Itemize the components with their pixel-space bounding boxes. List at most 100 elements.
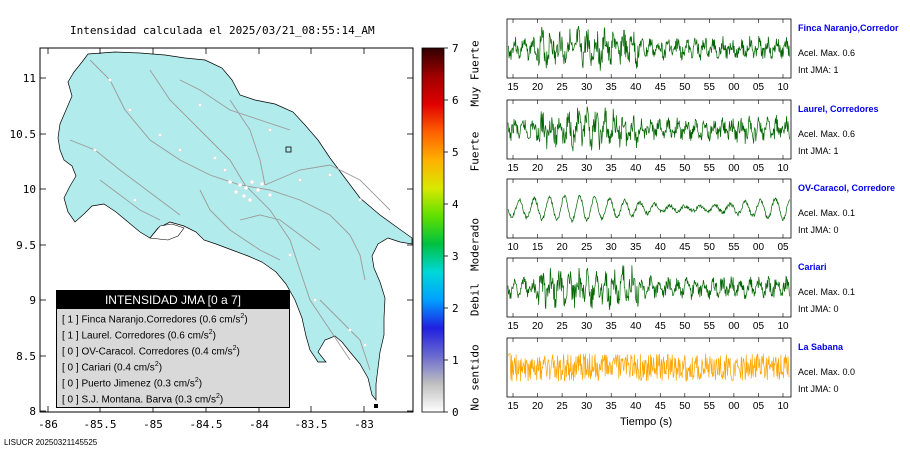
trace-tick: 50	[679, 163, 691, 174]
station-name: Finca Naranjo,Corredor	[798, 23, 899, 33]
station-name: OV-Caracol, Corredore	[798, 183, 896, 193]
map-x-tick: -85.5	[83, 418, 116, 431]
legend-rows: [ 1 ] Finca Naranjo.Corredores (0.6 cm/s…	[57, 309, 289, 405]
trace-tick: 10	[777, 321, 789, 332]
colorbar-gradient	[421, 47, 445, 413]
trace-tick: 30	[581, 401, 593, 412]
colorbar-tick: 1	[452, 354, 459, 367]
land-mass	[57, 51, 413, 401]
legend-row-end: )	[158, 362, 163, 374]
trace-tick: 25	[557, 401, 569, 412]
station-name: La Sabana	[798, 342, 844, 352]
trace-tick: 30	[581, 163, 593, 174]
trace-tick: 50	[679, 401, 691, 412]
trace-tick: 00	[728, 82, 740, 93]
trace-tick: 30	[581, 321, 593, 332]
trace-tick: 40	[630, 163, 642, 174]
trace-tick: 15	[507, 82, 519, 93]
legend-header: INTENSIDAD JMA [0 a 7]	[57, 291, 289, 309]
trace-tick: 20	[532, 321, 544, 332]
legend-row-end: )	[198, 378, 203, 390]
trace-tick: 00	[753, 242, 765, 253]
legend-row-text: [ 0 ] Cariari (0.4 cm/s	[62, 362, 155, 374]
trace-tick: 45	[655, 401, 667, 412]
colorbar-tick: 0	[452, 406, 459, 419]
trace-tick: 20	[532, 163, 544, 174]
trace-tick: 45	[679, 242, 691, 253]
time-axis-label: Tiempo (s)	[620, 416, 673, 428]
station-acel: Acel. Max. 0.6	[798, 129, 856, 139]
legend-row: [ 0 ] Puerto Jimenez (0.3 cm/s2)	[57, 373, 289, 389]
trace-tick: 35	[606, 82, 618, 93]
station-marker-south	[374, 404, 378, 408]
trace-tick: 10	[777, 82, 789, 93]
colorbar-tick: 7	[452, 42, 459, 55]
trace-tick: 00	[728, 401, 740, 412]
trace-tick: 10	[777, 163, 789, 174]
trace-tick: 50	[679, 321, 691, 332]
trace-tick: 00	[728, 321, 740, 332]
trace-tick: 20	[557, 242, 569, 253]
legend-row-sup: 2	[232, 345, 237, 352]
trace-tick: 35	[606, 401, 618, 412]
station-jma: Int JMA: 1	[798, 146, 839, 156]
trace-tick: 55	[704, 163, 716, 174]
colorbar-tick: 5	[452, 146, 459, 159]
map-y-tick: 9.5	[16, 239, 36, 252]
legend-row-end: )	[212, 330, 216, 342]
trace-tick: 45	[655, 321, 667, 332]
trace-tick: 35	[606, 321, 618, 332]
trace-tick: 15	[507, 163, 519, 174]
trace-tick: 15	[507, 321, 519, 332]
map-y-tick: 8.5	[16, 350, 36, 363]
trace-tick: 15	[532, 242, 544, 253]
trace-tick: 25	[557, 163, 569, 174]
station-markers	[93, 78, 367, 347]
legend-row-sup: 2	[240, 313, 245, 320]
trace-waveform	[507, 26, 790, 71]
trace-tick: 05	[753, 163, 765, 174]
station-jma: Int JMA: 0	[798, 304, 839, 314]
map-x-tick: -85	[143, 418, 163, 431]
legend-row: [ 0 ] Cariari (0.4 cm/s2)	[57, 357, 289, 373]
trace-tick: 30	[606, 242, 618, 253]
map-x-tick: -83.5	[294, 418, 327, 431]
trace-tick: 25	[557, 82, 569, 93]
map-y-tick: 9	[29, 294, 36, 307]
map-x-tick: -86	[38, 418, 58, 431]
trace-waveform	[507, 106, 790, 152]
station-jma: Int JMA: 1	[798, 65, 839, 75]
footer-id: LISUCR 20250321145525	[4, 438, 98, 447]
map-x-tick: -84.5	[189, 418, 222, 431]
trace-tick: 40	[630, 401, 642, 412]
legend-row-sup: 2	[215, 393, 220, 400]
trace-tick: 15	[507, 401, 519, 412]
map-x-tick: -83	[354, 418, 374, 431]
trace-tick: 25	[581, 242, 593, 253]
trace-waveform	[507, 265, 790, 310]
legend-row: [ 0 ] OV-Caracol. Corredores (0.4 cm/s2)	[57, 341, 289, 357]
colorbar-tick: 2	[452, 302, 459, 315]
map-y-tick: 10	[23, 183, 36, 196]
trace-tick: 10	[507, 242, 519, 253]
station-acel: Acel. Max. 0.1	[798, 208, 856, 218]
colorbar-ticks: 7 6 5 4 3 2 1 0	[444, 42, 459, 419]
legend-row-text: [ 1 ] Laurel. Corredores (0.6 cm/s	[62, 330, 209, 342]
map-title: Intensidad calculada el 2025/03/21_08:55…	[70, 24, 375, 37]
trace-tick: 55	[704, 401, 716, 412]
map-y-tick: 8	[29, 405, 36, 418]
trace-tick: 40	[655, 242, 667, 253]
station-acel: Acel. Max. 0.1	[798, 287, 856, 297]
legend-row-sup: 2	[194, 377, 199, 384]
station-jma: Int JMA: 0	[798, 384, 839, 394]
legend-row-end: )	[236, 346, 240, 358]
trace-tick: 30	[581, 82, 593, 93]
map-x-tick: -84	[249, 418, 269, 431]
station-jma: Int JMA: 0	[798, 225, 839, 235]
legend-row-end: )	[219, 394, 224, 406]
legend-row: [ 0 ] S.J. Montana. Barva (0.3 cm/s2)	[57, 389, 289, 405]
colorbar-tick: 3	[452, 250, 459, 263]
trace-tick: 20	[532, 401, 544, 412]
